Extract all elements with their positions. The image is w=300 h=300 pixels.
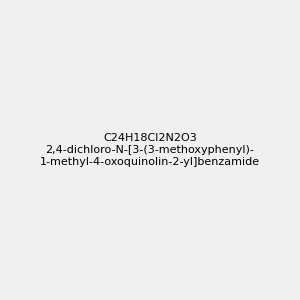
Text: C24H18Cl2N2O3
2,4-dichloro-N-[3-(3-methoxyphenyl)-
1-methyl-4-oxoquinolin-2-yl]b: C24H18Cl2N2O3 2,4-dichloro-N-[3-(3-metho… [40, 134, 260, 166]
